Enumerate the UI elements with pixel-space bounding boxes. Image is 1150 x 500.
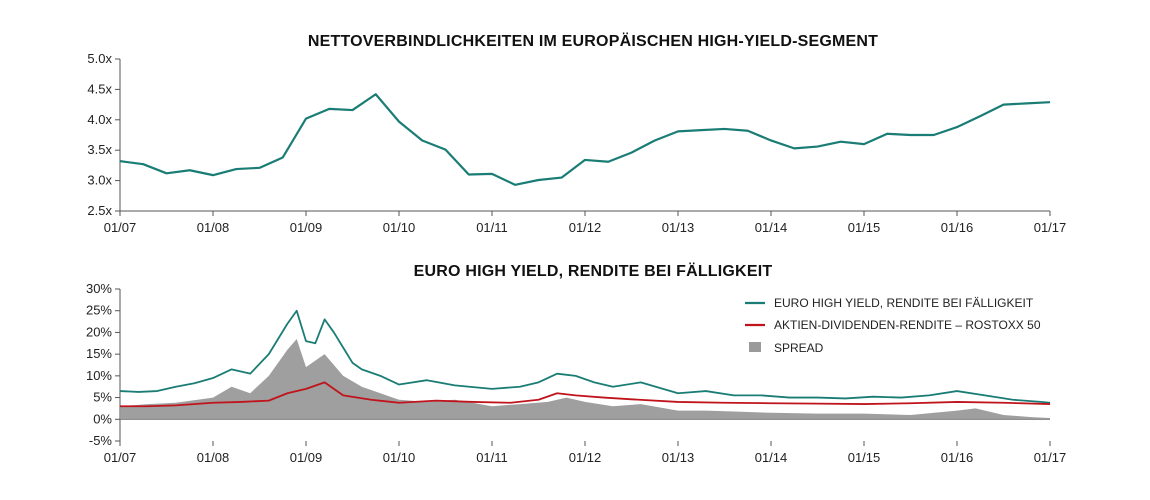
chart2-title: EURO HIGH YIELD, RENDITE BEI FÄLLIGKEIT xyxy=(414,262,773,280)
series-spread-area xyxy=(120,338,1050,420)
chart1-x-tick-label: 01/13 xyxy=(662,220,695,235)
chart1-x-tick-label: 01/17 xyxy=(1034,220,1067,235)
chart2-y-tick-label: 20% xyxy=(86,324,112,339)
chart2-x-tick-label: 01/08 xyxy=(197,450,230,465)
chart1-x-tick-label: 01/10 xyxy=(383,220,416,235)
chart2-x-tick-label: 01/10 xyxy=(383,450,416,465)
chart2-y-tick-label: 25% xyxy=(86,303,112,318)
chart1-y-tick-label: 3.5x xyxy=(87,142,112,157)
chart1-y-tick-label: 4.0x xyxy=(87,112,112,127)
legend-label-spread: SPREAD xyxy=(774,341,824,355)
chart1-x-tick-label: 01/07 xyxy=(104,220,137,235)
chart2-x-tick-label: 01/12 xyxy=(569,450,602,465)
chart2-y-tick-label: -5% xyxy=(89,433,113,448)
chart2-series xyxy=(119,309,1051,420)
chart1-x-tick-label: 01/15 xyxy=(848,220,881,235)
chart1-y-tick-label: 3.0x xyxy=(87,173,112,188)
chart2-y-tick-label: 0% xyxy=(93,411,112,426)
legend-swatch-spread xyxy=(749,342,761,352)
chart2-y-tick-label: 30% xyxy=(86,281,112,296)
chart2-legend: EURO HIGH YIELD, RENDITE BEI FÄLLIGKEIT … xyxy=(745,296,1041,355)
chart2-x-tick-label: 01/15 xyxy=(848,450,881,465)
chart1-y-tick-label: 2.5x xyxy=(87,203,112,218)
chart1-y-tick-label: 5.0x xyxy=(87,51,112,66)
chart2-y-tick-label: 5% xyxy=(93,390,112,405)
series-high-yield-line xyxy=(119,309,1051,404)
chart1-x-tick-label: 01/08 xyxy=(197,220,230,235)
legend-label-high-yield: EURO HIGH YIELD, RENDITE BEI FÄLLIGKEIT xyxy=(774,296,1034,310)
chart2-x-tick-label: 01/09 xyxy=(290,450,323,465)
chart2-x-tick-label: 01/14 xyxy=(755,450,788,465)
chart1-y-tick-label: 4.5x xyxy=(87,81,112,96)
chart2-x-tick-label: 01/07 xyxy=(104,450,137,465)
series-dividend-yield-line xyxy=(120,381,1051,408)
chart1-series xyxy=(119,93,1051,186)
chart1-x-tick-label: 01/14 xyxy=(755,220,788,235)
series-net-leverage-line xyxy=(119,93,1051,186)
chart1-x-tick-label: 01/11 xyxy=(476,220,508,235)
legend-label-dividend: AKTIEN-DIVIDENDEN-RENDITE – ROSTOXX 50 xyxy=(774,318,1041,332)
chart2-x-tick-label: 01/17 xyxy=(1034,450,1067,465)
chart2-x-tick-label: 01/13 xyxy=(662,450,695,465)
chart1-x-tick-label: 01/12 xyxy=(569,220,602,235)
chart-net-leverage: NETTOVERBINDLICHKEITEN IM EUROPÄISCHEN H… xyxy=(87,32,1066,235)
chart-high-yield: EURO HIGH YIELD, RENDITE BEI FÄLLIGKEIT … xyxy=(86,262,1066,465)
chart1-x-tick-label: 01/09 xyxy=(290,220,323,235)
chart2-x-tick-label: 01/16 xyxy=(941,450,974,465)
chart2-x-tick-label: 01/11 xyxy=(476,450,508,465)
chart2-axes: -5% 0% 5% 10% 15% 20% 25% 30% 01/07 01/08 01/09 01/… xyxy=(86,281,1066,465)
chart2-y-tick-label: 10% xyxy=(86,368,112,383)
chart1-axes: 2.5x 3.0x 3.5x 4.0x 4.5x 5.0x 01/07 01/08 01/09 0… xyxy=(87,51,1066,235)
chart2-y-tick-label: 15% xyxy=(86,346,112,361)
chart1-x-tick-label: 01/16 xyxy=(941,220,974,235)
chart1-title: NETTOVERBINDLICHKEITEN IM EUROPÄISCHEN H… xyxy=(308,32,878,50)
